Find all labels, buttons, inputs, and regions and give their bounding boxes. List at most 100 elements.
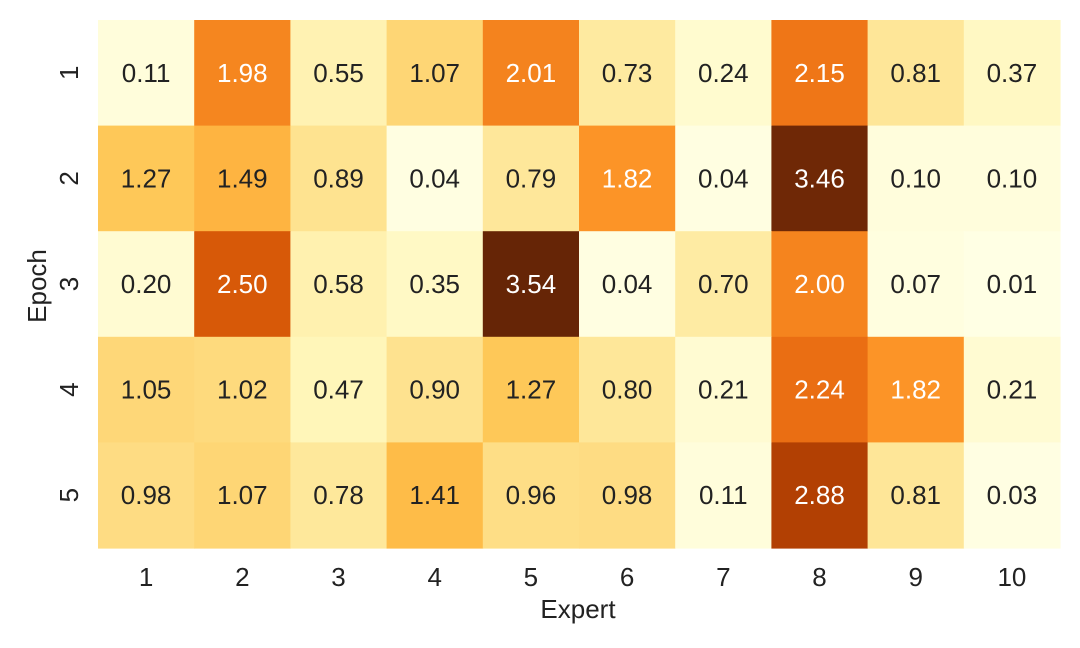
heatmap-cell-r4-c3: [290, 336, 388, 443]
heatmap-cell-r1-c2: [194, 20, 291, 127]
heatmap-cell-r2-c4: [386, 125, 484, 232]
heatmap-cell-value-r4-c2: 1.02: [217, 375, 268, 405]
heatmap-cell-value-r1-c8: 2.15: [794, 58, 845, 88]
heatmap-cell-value-r5-c10: 0.03: [987, 480, 1038, 510]
heatmap-cell-r1-c5: [482, 20, 580, 127]
heatmap-cell-value-r1-c4: 1.07: [409, 58, 460, 88]
heatmap-cell-r3-c10: [963, 231, 1061, 338]
heatmap-cell-r2-c9: [867, 125, 965, 232]
heatmap-cell-value-r3-c7: 0.70: [698, 269, 749, 299]
y-tick-label: 1: [54, 66, 84, 80]
x-tick-label: 4: [427, 562, 441, 592]
heatmap-cell-value-r2-c10: 0.10: [987, 163, 1038, 193]
heatmap-cell-value-r3-c8: 2.00: [794, 269, 845, 299]
heatmap-cell-value-r1-c7: 0.24: [698, 58, 749, 88]
heatmap-cell-value-r3-c1: 0.20: [121, 269, 172, 299]
heatmap-cell-value-r1-c5: 2.01: [506, 58, 557, 88]
x-tick-labels: 1 2 3 4 5 6 7 8 9 10: [139, 562, 1026, 592]
y-tick-label: 2: [54, 171, 84, 185]
heatmap-cell-value-r4-c8: 2.24: [794, 375, 845, 405]
heatmap-cell-value-r3-c3: 0.58: [313, 269, 364, 299]
heatmap-cell-value-r2-c5: 0.79: [506, 163, 557, 193]
heatmap-cell-value-r5-c2: 1.07: [217, 480, 268, 510]
heatmap-cell-value-r5-c3: 0.78: [313, 480, 364, 510]
heatmap-cell-value-r5-c5: 0.96: [506, 480, 557, 510]
x-tick-label: 2: [235, 562, 249, 592]
x-tick-label: 5: [524, 562, 538, 592]
heatmap-cell-r3-c7: [675, 231, 772, 338]
heatmap-cell-r5-c5: [482, 442, 580, 549]
x-tick-label: 1: [139, 562, 153, 592]
heatmap-cell-r2-c5: [482, 125, 580, 232]
heatmap-cell-r4-c4: [386, 336, 484, 443]
heatmap-cell-value-r5-c1: 0.98: [121, 480, 172, 510]
heatmap-cell-value-r1-c2: 1.98: [217, 58, 268, 88]
heatmap-cell-value-r4-c7: 0.21: [698, 375, 749, 405]
heatmap-cell-value-r4-c6: 0.80: [602, 375, 653, 405]
heatmap-cell-value-r5-c6: 0.98: [602, 480, 653, 510]
heatmap-cell-r2-c3: [290, 125, 388, 232]
heatmap-cell-value-r4-c9: 1.82: [890, 375, 941, 405]
y-tick-label: 3: [54, 277, 84, 291]
heatmap-cell-r5-c4: [386, 442, 484, 549]
heatmap-cell-value-r4-c10: 0.21: [987, 375, 1038, 405]
heatmap-cell-value-r4-c4: 0.90: [409, 375, 460, 405]
y-tick-label: 5: [54, 488, 84, 502]
heatmap-cell-value-r2-c1: 1.27: [121, 163, 172, 193]
heatmap-cell-r1-c8: [771, 20, 869, 127]
heatmap-cell-r1-c7: [675, 20, 772, 127]
heatmap-cell-r1-c6: [579, 20, 676, 127]
x-tick-label: 7: [716, 562, 730, 592]
heatmap-cell-value-r5-c4: 1.41: [409, 480, 460, 510]
heatmap-cell-value-r3-c6: 0.04: [602, 269, 653, 299]
heatmap-cell-value-r5-c7: 0.11: [699, 480, 748, 510]
heatmap-cell-r2-c6: [579, 125, 676, 232]
heatmap-cell-r3-c9: [867, 231, 965, 338]
heatmap-cell-r3-c4: [386, 231, 484, 338]
heatmap-cell-value-r2-c8: 3.46: [794, 163, 845, 193]
heatmap-cell-value-r1-c3: 0.55: [313, 58, 364, 88]
heatmap-cell-value-r1-c1: 0.11: [122, 58, 171, 88]
heatmap-cell-r1-c1: [98, 20, 195, 127]
heatmap-cell-value-r5-c8: 2.88: [794, 480, 845, 510]
heatmap-cell-r4-c9: [867, 336, 965, 443]
heatmap-cell-r4-c5: [482, 336, 580, 443]
heatmap-cell-r3-c2: [194, 231, 291, 338]
heatmap-cell-r3-c5: [482, 231, 580, 338]
x-tick-label: 10: [997, 562, 1026, 592]
heatmap-cell-r5-c6: [579, 442, 676, 549]
heatmap-cell-r3-c3: [290, 231, 388, 338]
heatmap-cell-value-r3-c2: 2.50: [217, 269, 268, 299]
heatmap-cell-value-r2-c9: 0.10: [890, 163, 941, 193]
heatmap-cell-r1-c4: [386, 20, 484, 127]
heatmap-cell-r2-c8: [771, 125, 869, 232]
heatmap-cell-value-r1-c10: 0.37: [987, 58, 1038, 88]
heatmap-cell-r1-c3: [290, 20, 388, 127]
heatmap-cell-r5-c3: [290, 442, 388, 549]
x-tick-label: 8: [812, 562, 826, 592]
heatmap-cell-r3-c6: [579, 231, 676, 338]
heatmap-cell-value-r2-c7: 0.04: [698, 163, 749, 193]
heatmap-cell-value-r4-c3: 0.47: [313, 375, 364, 405]
heatmap-cell-value-r3-c9: 0.07: [890, 269, 941, 299]
heatmap-cell-value-r2-c4: 0.04: [409, 163, 460, 193]
heatmap-cell-value-r2-c6: 1.82: [602, 163, 653, 193]
heatmap-cell-value-r2-c3: 0.89: [313, 163, 364, 193]
y-axis-label: Epoch: [22, 249, 52, 323]
heatmap-cell-value-r1-c6: 0.73: [602, 58, 653, 88]
heatmap-cell-r2-c2: [194, 125, 291, 232]
heatmap-cell-value-r5-c9: 0.81: [890, 480, 941, 510]
heatmap-cell-value-r1-c9: 0.81: [890, 58, 941, 88]
x-axis-label: Expert: [540, 594, 616, 624]
heatmap-cell-r4-c6: [579, 336, 676, 443]
x-tick-label: 9: [908, 562, 922, 592]
heatmap-cell-r5-c8: [771, 442, 869, 549]
heatmap-cell-r3-c1: [98, 231, 195, 338]
x-tick-label: 3: [331, 562, 345, 592]
heatmap-cells: 0.11 1.98 0.55 1.07 2.01 0.73 0.24 2.15 0.81 0.37…: [98, 20, 1061, 549]
heatmap-cell-value-r3-c4: 0.35: [409, 269, 460, 299]
heatmap-cell-r5-c1: [98, 442, 195, 549]
heatmap-cell-r4-c10: [963, 336, 1061, 443]
heatmap-cell-r5-c2: [194, 442, 291, 549]
